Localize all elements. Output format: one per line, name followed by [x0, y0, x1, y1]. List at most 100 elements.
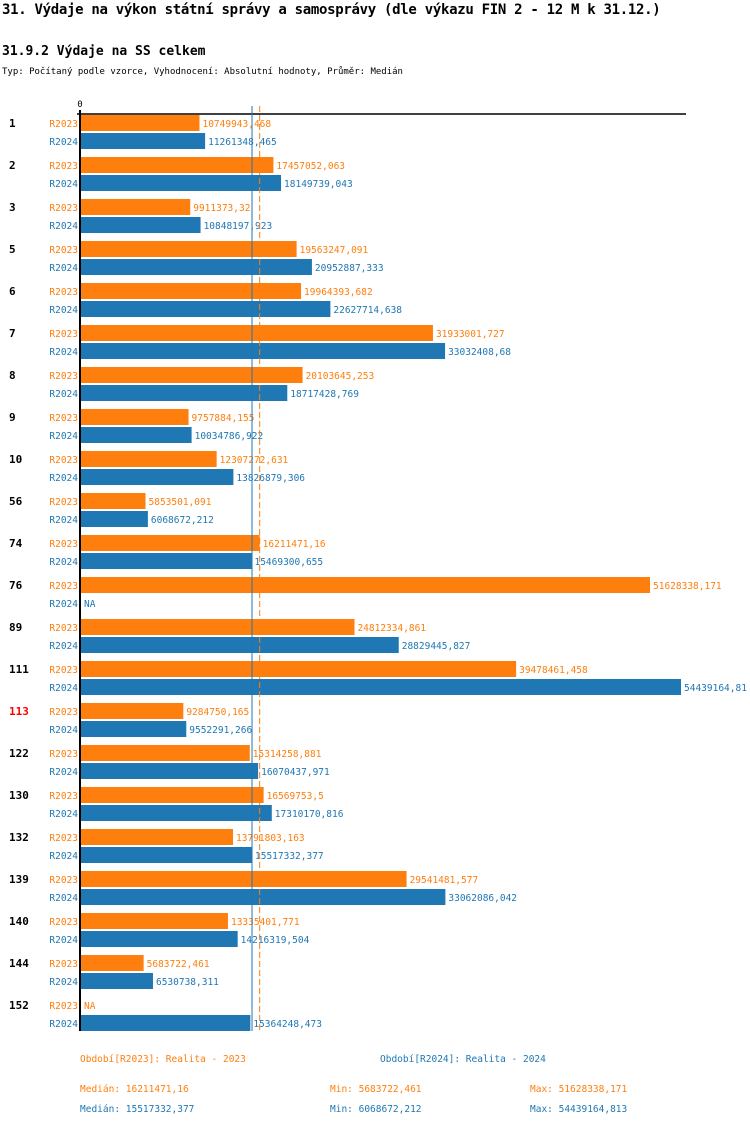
category-label-9: 9 — [9, 411, 16, 424]
series-label-r2023: R2023 — [49, 245, 78, 256]
legend-r2023: Období[R2023]: Realita - 2023 — [80, 1054, 246, 1065]
data-label-r2024-144: 6530738,311 — [156, 977, 219, 988]
data-label-r2024-6: 22627714,638 — [333, 305, 402, 316]
data-label-r2024-139: 33062086,042 — [448, 893, 517, 904]
bar-r2023-132 — [81, 829, 234, 845]
category-label-1: 1 — [9, 117, 16, 130]
bar-r2023-140 — [81, 913, 228, 929]
series-label-r2024: R2024 — [49, 557, 78, 568]
series-label-r2024: R2024 — [49, 431, 78, 442]
series-label-r2023: R2023 — [49, 455, 78, 466]
data-label-r2023-139: 29541481,577 — [410, 875, 479, 886]
series-label-r2024: R2024 — [49, 263, 78, 274]
series-label-r2023: R2023 — [49, 707, 78, 718]
data-label-r2024-8: 18717428,769 — [290, 389, 359, 400]
data-label-r2024-3: 10848197,923 — [204, 221, 273, 232]
data-label-r2023-113: 9284750,165 — [186, 707, 249, 718]
series-label-r2023: R2023 — [49, 287, 78, 298]
bar-r2023-76 — [81, 577, 651, 593]
category-label-130: 130 — [9, 789, 29, 802]
series-label-r2024: R2024 — [49, 137, 78, 148]
series-label-r2024: R2024 — [49, 767, 78, 778]
series-label-r2023: R2023 — [49, 875, 78, 886]
chart-meta: Typ: Počítaný podle vzorce, Vyhodnocení:… — [2, 67, 403, 77]
data-label-r2023-7: 31933001,727 — [436, 329, 505, 340]
data-label-r2023-122: 15314258,881 — [253, 749, 322, 760]
bar-r2023-74 — [81, 535, 260, 551]
series-label-r2023: R2023 — [49, 791, 78, 802]
series-label-r2024: R2024 — [49, 977, 78, 988]
series-label-r2023: R2023 — [49, 203, 78, 214]
data-label-r2024-130: 17310170,816 — [275, 809, 344, 820]
bar-r2023-1 — [81, 115, 200, 131]
bar-r2023-9 — [81, 409, 189, 425]
bar-r2024-113 — [81, 721, 187, 737]
data-label-r2024-9: 10034786,922 — [195, 431, 264, 442]
data-label-r2023-3: 9911373,32 — [193, 203, 250, 214]
category-label-140: 140 — [9, 915, 29, 928]
data-label-r2023-132: 13791803,163 — [236, 833, 305, 844]
data-label-r2023-144: 5683722,461 — [147, 959, 210, 970]
data-label-r2024-89: 28829445,827 — [402, 641, 471, 652]
bar-r2024-1 — [81, 133, 206, 149]
data-label-r2024-111: 54439164,81 — [684, 683, 747, 694]
series-label-r2024: R2024 — [49, 851, 78, 862]
bar-r2023-130 — [81, 787, 264, 803]
stat-median-r2023: Medián: 16211471,16 — [80, 1084, 189, 1095]
bar-r2024-2 — [81, 175, 282, 191]
data-label-r2024-5: 20952887,333 — [315, 263, 384, 274]
data-label-r2024-10: 13826879,306 — [236, 473, 305, 484]
series-label-r2024: R2024 — [49, 389, 78, 400]
series-label-r2024: R2024 — [49, 179, 78, 190]
category-label-3: 3 — [9, 201, 16, 214]
category-label-122: 122 — [9, 747, 29, 760]
bar-r2024-139 — [81, 889, 446, 905]
category-label-132: 132 — [9, 831, 29, 844]
series-label-r2024: R2024 — [49, 725, 78, 736]
bar-r2024-74 — [81, 553, 252, 569]
series-label-r2024: R2024 — [49, 347, 78, 358]
data-label-r2023-6: 19964393,682 — [304, 287, 373, 298]
data-label-r2023-152: NA — [84, 1001, 96, 1012]
bar-r2024-122 — [81, 763, 259, 779]
data-label-r2024-2: 18149739,043 — [284, 179, 353, 190]
series-label-r2023: R2023 — [49, 413, 78, 424]
bar-r2023-113 — [81, 703, 184, 719]
data-label-r2023-111: 39478461,458 — [519, 665, 588, 676]
data-label-r2024-1: 11261348,465 — [208, 137, 277, 148]
data-label-r2023-5: 19563247,091 — [300, 245, 369, 256]
bar-r2023-3 — [81, 199, 191, 215]
data-label-r2023-10: 12307272,631 — [220, 455, 289, 466]
data-label-r2023-1: 10749943,468 — [202, 119, 271, 130]
series-label-r2023: R2023 — [49, 665, 78, 676]
data-label-r2023-74: 16211471,16 — [263, 539, 326, 550]
bar-r2024-152 — [81, 1015, 251, 1031]
category-label-7: 7 — [9, 327, 16, 340]
bar-r2024-132 — [81, 847, 253, 863]
x-tick-label-0: 0 — [77, 100, 82, 110]
stat-median-r2024: Medián: 15517332,377 — [80, 1104, 195, 1115]
bar-r2023-7 — [81, 325, 433, 341]
series-label-r2024: R2024 — [49, 683, 78, 694]
series-label-r2023: R2023 — [49, 119, 78, 130]
category-label-8: 8 — [9, 369, 16, 382]
data-label-r2024-7: 33032408,68 — [448, 347, 511, 358]
series-label-r2024: R2024 — [49, 473, 78, 484]
category-label-113: 113 — [9, 705, 29, 718]
bar-r2024-6 — [81, 301, 331, 317]
bar-r2024-56 — [81, 511, 148, 527]
bar-r2023-122 — [81, 745, 250, 761]
data-label-r2024-76: NA — [84, 599, 96, 610]
data-label-r2023-76: 51628338,171 — [653, 581, 722, 592]
series-label-r2023: R2023 — [49, 833, 78, 844]
bar-r2024-3 — [81, 217, 201, 233]
series-label-r2023: R2023 — [49, 497, 78, 508]
category-label-76: 76 — [9, 579, 23, 592]
data-label-r2023-140: 13335401,771 — [231, 917, 300, 928]
data-label-r2023-8: 20103645,253 — [306, 371, 375, 382]
bar-r2023-89 — [81, 619, 355, 635]
bar-r2023-144 — [81, 955, 144, 971]
category-label-144: 144 — [9, 957, 29, 970]
category-label-56: 56 — [9, 495, 23, 508]
stat-max-r2023: Max: 51628338,171 — [530, 1084, 628, 1095]
